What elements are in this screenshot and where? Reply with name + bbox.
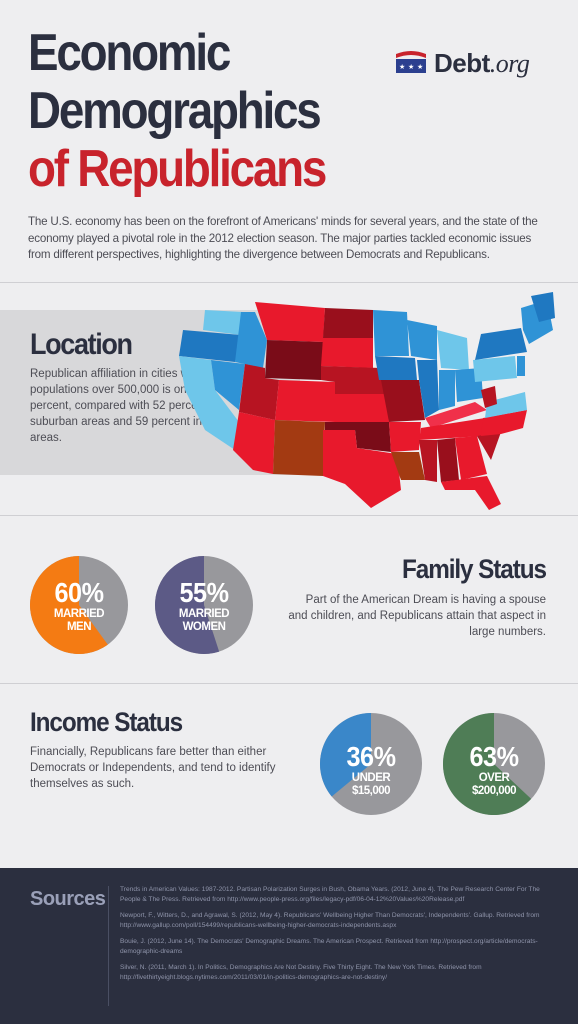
- pie-label-over-200000: 63% OVER $200,000: [445, 742, 543, 798]
- source-item[interactable]: Newport, F., Witters, D., and Agrawal, S…: [120, 912, 540, 929]
- state-arizona: [233, 412, 275, 474]
- pie-percent: 60%: [54, 577, 104, 608]
- state-washington: [203, 310, 243, 335]
- state-louisiana: [391, 452, 425, 480]
- source-item[interactable]: Bouie, J. (2012, June 14). The Democrats…: [120, 938, 538, 955]
- state-wisconsin: [407, 320, 437, 360]
- source-item[interactable]: Silver, N. (2011, March 1). In Politics,…: [120, 964, 482, 981]
- pie-percent: 55%: [179, 577, 229, 608]
- svg-text:★: ★: [417, 63, 423, 71]
- us-map-icon: [179, 292, 555, 510]
- sources-divider: [108, 886, 109, 1006]
- pie-caption: WOMEN: [182, 621, 226, 633]
- pie-married-men: [30, 556, 128, 654]
- location-text: Republican affiliation in cities with po…: [30, 368, 229, 444]
- pie-caption: MARRIED: [178, 608, 230, 620]
- state-oklahoma: [325, 422, 391, 452]
- pie-over-200000: [443, 713, 545, 815]
- pie-label-married-women: 55% MARRIED WOMEN: [155, 578, 253, 634]
- state-arkansas: [389, 422, 421, 452]
- state-north-dakota: [323, 308, 373, 338]
- state-colorado: [275, 380, 335, 422]
- state-california: [179, 356, 245, 450]
- section-divider: [0, 515, 578, 516]
- pie-married-women: [155, 556, 253, 654]
- pie-caption: $15,000: [351, 785, 391, 797]
- sources-heading: Sources: [30, 888, 106, 910]
- title-line-2: Demographics: [28, 82, 322, 140]
- section-divider: [0, 683, 578, 684]
- state-florida: [441, 476, 501, 510]
- intro-paragraph: The U.S. economy has been on the forefro…: [28, 215, 538, 261]
- title-line-1: Economic: [28, 24, 231, 82]
- pie-caption: MARRIED: [53, 608, 105, 620]
- pie-under-15000: [320, 713, 422, 815]
- state-utah: [239, 364, 279, 420]
- family-status-text: Part of the American Dream is having a s…: [288, 594, 546, 638]
- state-new-york: [475, 328, 527, 360]
- state-south-dakota: [321, 338, 373, 368]
- state-south-carolina: [477, 432, 501, 460]
- state-minnesota: [373, 310, 409, 356]
- sources-list: Trends in American Values: 1987-2012. Pa…: [120, 885, 552, 989]
- pie-caption: $200,000: [472, 785, 516, 797]
- location-heading: Location: [30, 328, 133, 361]
- state-iowa: [375, 356, 417, 380]
- state-new-mexico: [273, 420, 325, 476]
- state-kentucky: [425, 402, 487, 428]
- page-title: Economic Demographics of Republicans: [28, 24, 345, 198]
- state-oregon: [179, 330, 241, 362]
- pie-slice: [30, 556, 108, 654]
- state-new-jersey: [517, 356, 525, 376]
- pie-percent: 63%: [469, 741, 519, 772]
- section-divider: [0, 282, 578, 283]
- state-indiana: [439, 370, 455, 410]
- pie-slice: [155, 556, 220, 654]
- state-idaho: [235, 312, 267, 368]
- pie-label-married-men: 60% MARRIED MEN: [30, 578, 128, 634]
- sources-footer: [0, 868, 578, 1024]
- logo-suffix: .org: [489, 49, 530, 78]
- pie-caption: UNDER: [351, 772, 391, 784]
- pie-slice: [443, 713, 532, 815]
- state-illinois: [417, 360, 439, 418]
- state-alabama: [437, 438, 459, 482]
- state-maine: [531, 292, 555, 322]
- pie-slice: [320, 713, 371, 797]
- state-pennsylvania: [473, 356, 517, 382]
- state-montana: [255, 302, 325, 342]
- state-mississippi: [419, 440, 437, 482]
- income-status-heading: Income Status: [30, 707, 183, 737]
- source-item[interactable]: Trends in American Values: 1987-2012. Pa…: [120, 886, 540, 903]
- state-missouri: [381, 380, 425, 422]
- state-nevada: [211, 360, 245, 410]
- logo-text: Debt.org: [434, 48, 530, 79]
- state-west-virginia: [481, 386, 497, 408]
- pie-caption: MEN: [66, 621, 92, 633]
- state-nebraska: [321, 366, 385, 394]
- svg-text:★: ★: [408, 63, 414, 71]
- state-kansas: [335, 394, 389, 422]
- income-status-text: Financially, Republicans fare better tha…: [30, 746, 276, 790]
- state-texas: [323, 430, 401, 508]
- pie-percent: 36%: [346, 741, 396, 772]
- state-michigan: [437, 330, 469, 370]
- state-virginia: [485, 392, 527, 418]
- title-line-3: of Republicans: [28, 140, 327, 198]
- flag-icon: ★ ★ ★: [396, 51, 426, 73]
- debt-org-logo[interactable]: ★ ★ ★ Debt.org: [394, 48, 550, 82]
- state-wyoming: [265, 340, 323, 380]
- svg-text:★: ★: [399, 63, 405, 71]
- family-status-heading: Family Status: [402, 554, 547, 584]
- pie-caption: OVER: [478, 772, 510, 784]
- logo-name: Debt: [434, 48, 490, 78]
- pie-label-under-15000: 36% UNDER $15,000: [322, 742, 420, 798]
- state-georgia: [455, 436, 487, 480]
- state-tennessee: [419, 418, 485, 440]
